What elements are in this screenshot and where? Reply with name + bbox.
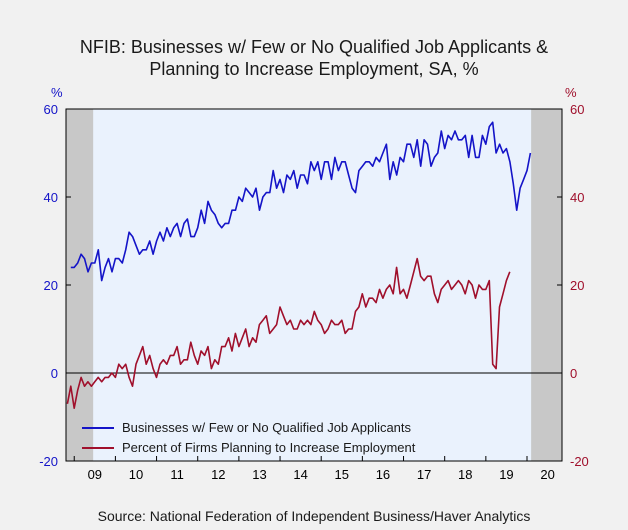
right-tick-label: 60 [570, 102, 584, 117]
x-tick-label: 10 [129, 467, 143, 482]
legend-label-hiring: Percent of Firms Planning to Increase Em… [122, 440, 416, 455]
chart-title-line-1: NFIB: Businesses w/ Few or No Qualified … [79, 37, 549, 57]
x-tick-label: 20 [540, 467, 554, 482]
x-tick-label: 19 [499, 467, 513, 482]
legend-item-applicants: Businesses w/ Few or No Qualified Job Ap… [82, 418, 415, 438]
x-tick-label: 16 [376, 467, 390, 482]
x-tick-label: 15 [335, 467, 349, 482]
legend-swatch-applicants [82, 427, 114, 429]
recession-shading [66, 109, 562, 461]
x-tick-label: 17 [417, 467, 431, 482]
left-tick-label: 60 [44, 102, 58, 117]
right-tick-label: 0 [570, 366, 577, 381]
right-tick-label: -20 [570, 454, 589, 469]
legend-swatch-hiring [82, 447, 114, 449]
legend-label-applicants: Businesses w/ Few or No Qualified Job Ap… [122, 420, 412, 435]
left-tick-label: 0 [51, 366, 58, 381]
x-tick-label: 09 [88, 467, 102, 482]
legend-item-hiring: Percent of Firms Planning to Increase Em… [82, 438, 415, 458]
right-tick-label: 40 [570, 190, 584, 205]
left-tick-label: 40 [44, 190, 58, 205]
recession-band-1 [531, 109, 562, 461]
x-tick-label: 13 [252, 467, 266, 482]
x-tick-label: 12 [211, 467, 225, 482]
series-line-1 [66, 257, 511, 410]
right-axis-unit: % [565, 85, 577, 100]
chart-title-line-2: Planning to Increase Employment, SA, % [149, 59, 479, 79]
right-tick-label: 20 [570, 278, 584, 293]
left-tick-label: 20 [44, 278, 58, 293]
legend: Businesses w/ Few or No Qualified Job Ap… [82, 418, 415, 458]
x-tick-label: 18 [458, 467, 472, 482]
x-tick-label: 14 [293, 467, 307, 482]
source-note: Source: National Federation of Independe… [97, 508, 531, 524]
series-line-0 [70, 121, 532, 282]
left-axis-unit: % [51, 85, 63, 100]
left-tick-label: -20 [39, 454, 58, 469]
x-tick-label: 11 [170, 467, 184, 482]
